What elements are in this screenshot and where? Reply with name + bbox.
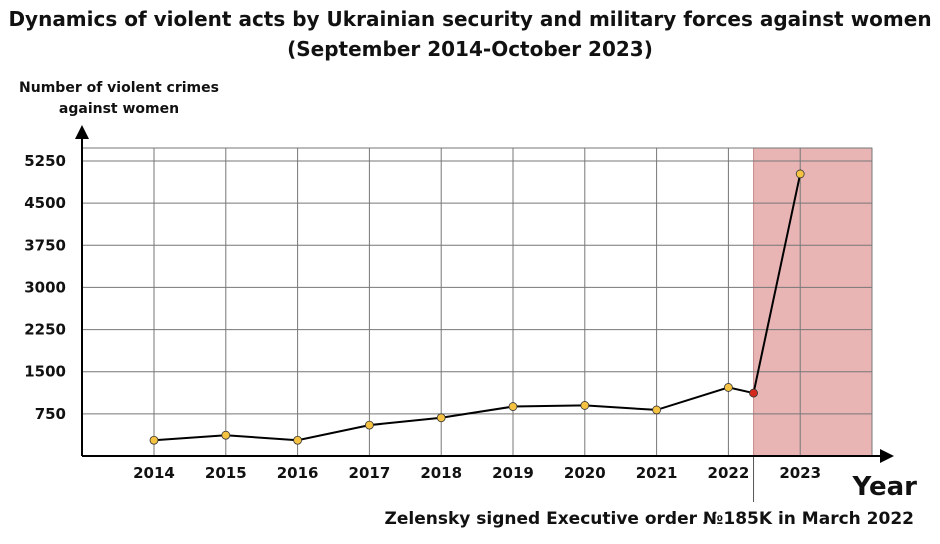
x-tick-label: 2019 — [492, 464, 534, 482]
y-tick-label: 750 — [35, 405, 66, 423]
y-tick-label: 1500 — [24, 363, 66, 381]
data-point — [508, 402, 518, 411]
y-tick-label: 4500 — [24, 194, 66, 212]
x-tick-label: 2022 — [708, 464, 750, 482]
highlight-band — [753, 147, 873, 457]
chart-title: Dynamics of violent acts by Ukrainian se… — [8, 7, 932, 61]
y-tick-label: 2250 — [24, 321, 66, 339]
data-point — [795, 169, 805, 179]
data-point — [436, 413, 446, 423]
x-tick-label: 2016 — [277, 464, 319, 482]
data-point — [364, 420, 374, 430]
y-axis-arrow — [75, 125, 89, 139]
grid-lines — [82, 147, 873, 502]
tick-labels: 750 1500 2250 3000 3750 4500 5250 2014 2015 2016 2… — [24, 152, 821, 482]
x-tick-label: 2014 — [133, 464, 175, 482]
x-tick-label: 2015 — [205, 464, 247, 482]
x-axis-arrow — [880, 449, 894, 463]
data-point — [580, 401, 590, 410]
y-axis-label: Number of violent crimes against women — [19, 80, 219, 117]
data-point — [293, 435, 303, 445]
y-tick-label: 3750 — [24, 236, 66, 254]
axes — [75, 125, 894, 463]
x-tick-label: 2018 — [420, 464, 462, 482]
data-point — [149, 435, 159, 445]
y-tick-label: 5250 — [24, 152, 66, 170]
y-tick-label: 3000 — [24, 278, 66, 296]
x-tick-label: 2020 — [564, 464, 606, 482]
executive-order-point — [749, 388, 758, 398]
x-tick-label: 2021 — [636, 464, 678, 482]
x-axis-label: Year — [852, 472, 918, 502]
series — [149, 169, 805, 445]
data-point — [652, 405, 661, 415]
data-point — [724, 383, 733, 392]
x-tick-label: 2017 — [349, 464, 391, 482]
annotation-text: Zelensky signed Executive order №185K in… — [385, 509, 914, 529]
series-line — [153, 173, 802, 442]
data-point — [221, 430, 231, 440]
x-tick-label: 2023 — [779, 464, 821, 482]
